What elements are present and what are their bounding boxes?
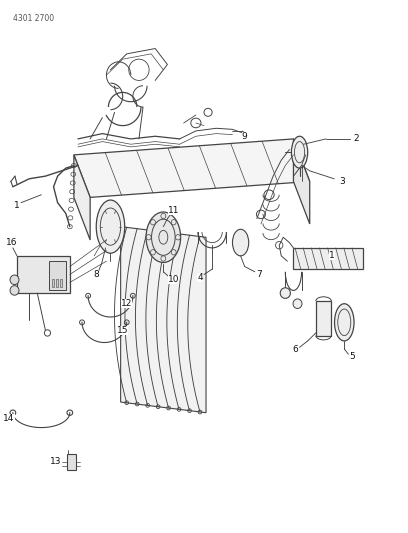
Bar [60, 279, 62, 287]
Ellipse shape [161, 256, 166, 261]
Text: 4301 2700: 4301 2700 [13, 14, 54, 23]
Ellipse shape [146, 235, 151, 240]
Ellipse shape [335, 304, 354, 341]
Polygon shape [74, 155, 90, 240]
Polygon shape [74, 139, 310, 197]
Ellipse shape [291, 136, 308, 168]
Ellipse shape [10, 286, 19, 295]
Text: 13: 13 [50, 457, 61, 466]
Ellipse shape [233, 229, 249, 256]
Text: 4: 4 [197, 273, 203, 281]
Bar [49, 261, 66, 290]
Text: 2: 2 [354, 134, 359, 143]
Bar [67, 454, 75, 470]
Text: 12: 12 [121, 299, 133, 308]
Ellipse shape [161, 213, 166, 219]
Polygon shape [293, 139, 310, 224]
Bar [316, 301, 331, 336]
Bar [51, 279, 54, 287]
Ellipse shape [280, 288, 290, 298]
Ellipse shape [171, 220, 176, 225]
Ellipse shape [293, 299, 302, 309]
Ellipse shape [151, 249, 155, 255]
Text: 10: 10 [168, 275, 179, 284]
Ellipse shape [175, 235, 180, 240]
Text: 7: 7 [256, 270, 262, 279]
Ellipse shape [10, 275, 19, 285]
Bar [17, 256, 70, 293]
Ellipse shape [151, 220, 155, 225]
Bar [293, 248, 363, 269]
Text: 1: 1 [329, 252, 335, 260]
Ellipse shape [146, 212, 181, 263]
Text: 9: 9 [242, 132, 248, 141]
Text: 5: 5 [350, 352, 355, 361]
Text: 15: 15 [117, 326, 129, 335]
Ellipse shape [96, 200, 125, 253]
Text: 11: 11 [168, 206, 179, 215]
Text: 16: 16 [7, 238, 18, 247]
Bar [55, 279, 58, 287]
Text: 3: 3 [339, 177, 345, 186]
Text: 14: 14 [3, 414, 15, 423]
Text: 1: 1 [14, 201, 20, 210]
Text: 6: 6 [293, 345, 298, 354]
Text: 8: 8 [93, 270, 99, 279]
Ellipse shape [171, 249, 176, 255]
Polygon shape [121, 227, 206, 413]
